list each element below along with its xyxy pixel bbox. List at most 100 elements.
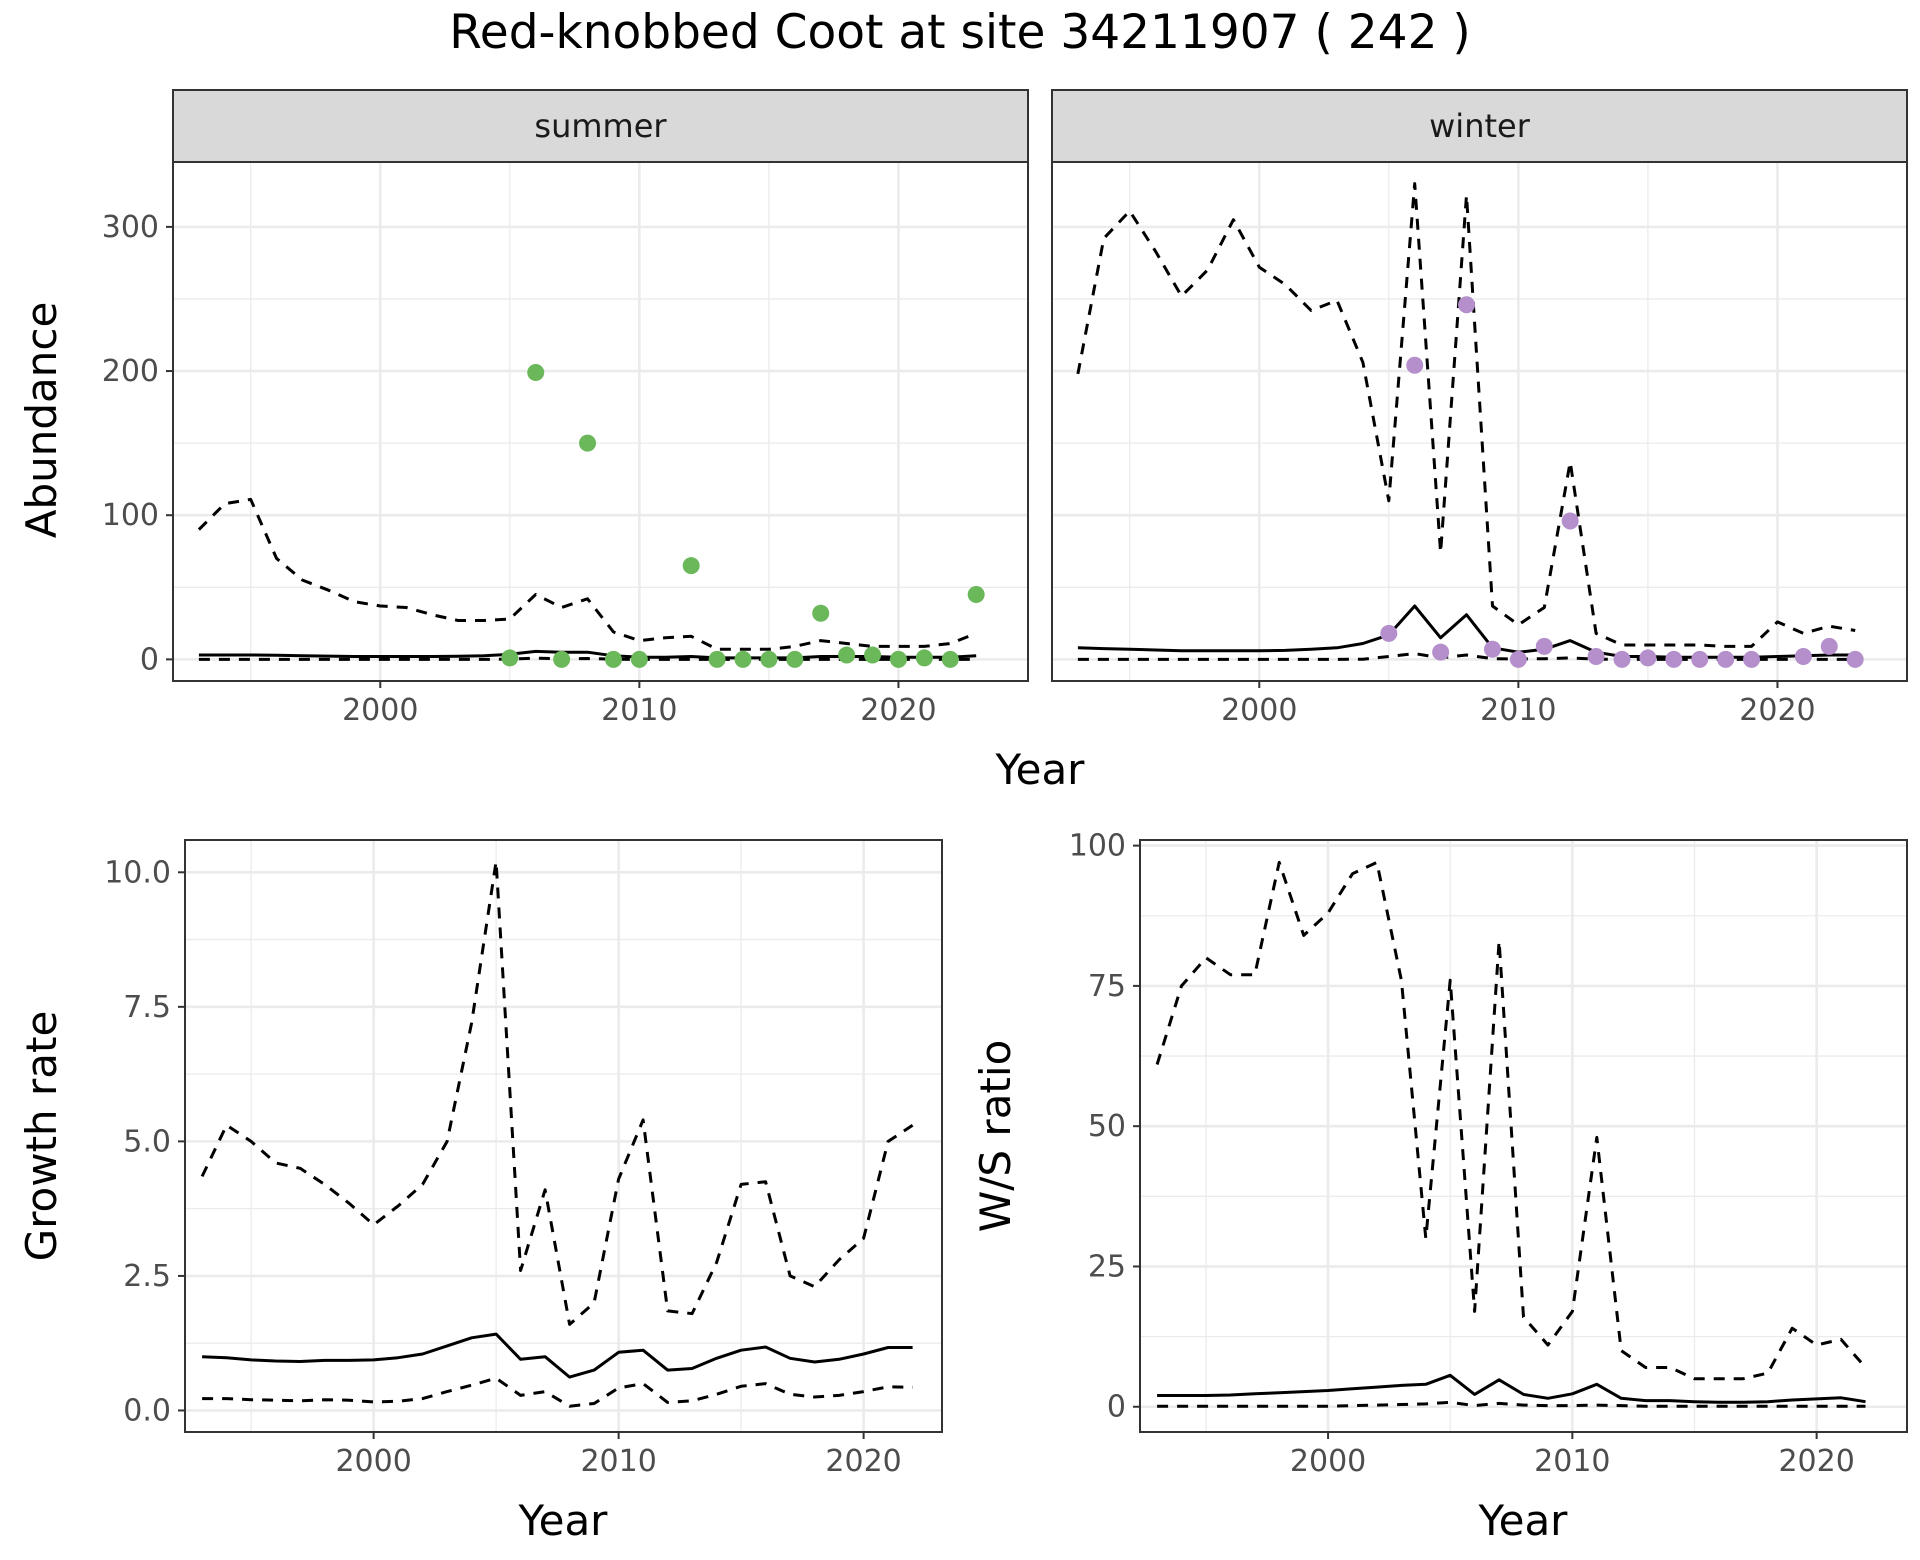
ws-lines: [1155, 860, 1867, 1408]
winter-count-point: [1483, 640, 1501, 658]
summer-count-point: [967, 586, 985, 603]
summer-y-tick-label: 100: [102, 498, 159, 533]
winter-panel-border: [1051, 161, 1908, 682]
winter-count-point: [1613, 650, 1631, 668]
summer-count-point: [915, 649, 933, 667]
ws-x-axis: 2000 2010 2020: [1290, 1432, 1855, 1479]
winter-count-point: [1846, 650, 1864, 668]
summer-y-tick-label: 300: [102, 210, 159, 245]
summer-x-tick-label: 2010: [601, 693, 677, 728]
summer-bound-line-0: [197, 497, 977, 651]
summer-x-axis: 2000 2010 2020: [342, 681, 937, 728]
summer-count-point: [734, 650, 752, 668]
growth-x-axis-title: Year: [518, 1496, 609, 1545]
summer-y-tick-label: 200: [102, 354, 159, 389]
summer-points: [501, 363, 985, 668]
growth-lines: [200, 860, 914, 1408]
ws-y-axis: 0 25 50 75 100: [1069, 829, 1140, 1425]
summer-count-point: [682, 557, 700, 575]
summer-strip-label: summer: [534, 107, 667, 145]
growth-y-axis: 0.0 2.5 5.0 7.5 10.0: [104, 855, 185, 1428]
winter-count-point: [1380, 624, 1398, 642]
ws-x-tick-label: 2010: [1534, 1444, 1610, 1479]
ws-bound-line-2: [1157, 1400, 1866, 1408]
winter-count-point: [1639, 649, 1657, 667]
winter-x-axis: 2000 2010 2020: [1221, 681, 1816, 728]
ws-y-tick-label: 0: [1107, 1390, 1126, 1425]
summer-y-tick-label: 0: [140, 642, 159, 677]
growth-y-tick-label: 10.0: [104, 855, 171, 890]
growth-plot-background: [185, 840, 942, 1432]
growth-x-tick-label: 2010: [580, 1444, 656, 1479]
growth-y-tick-label: 0.0: [123, 1393, 171, 1428]
winter-count-point: [1587, 647, 1605, 665]
summer-panel-border: [172, 161, 1029, 682]
winter-strip: [1051, 89, 1908, 163]
summer-panel: summer 0 100 200 300 2000 2010 2020: [102, 89, 1029, 728]
summer-plot-background: [173, 162, 1028, 681]
winter-points: [1380, 296, 1864, 668]
ws-y-tick-label: 100: [1069, 829, 1126, 864]
summer-strip: [172, 89, 1029, 163]
winter-count-point: [1691, 650, 1709, 668]
summer-x-tick-label: 2000: [342, 693, 418, 728]
winter-gridlines: [1052, 162, 1907, 681]
winter-count-point: [1743, 650, 1761, 668]
winter-count-point: [1432, 643, 1450, 661]
winter-panel: winter 2000 2010 2020: [1051, 89, 1908, 728]
top-y-axis-title: Abundance: [17, 302, 66, 539]
summer-count-point: [579, 434, 597, 452]
chart-title: Red-knobbed Coot at site 34211907 ( 242 …: [449, 5, 1471, 60]
ws-median-line: [1157, 1373, 1866, 1404]
summer-count-point: [527, 363, 545, 381]
summer-count-point: [708, 650, 726, 668]
summer-count-point: [760, 650, 778, 668]
summer-count-point: [630, 650, 648, 668]
top-x-axis-title: Year: [995, 745, 1086, 794]
summer-count-point: [604, 650, 622, 668]
growth-x-tick-label: 2020: [825, 1444, 901, 1479]
winter-x-tick-label: 2010: [1480, 693, 1556, 728]
winter-strip-label: winter: [1429, 107, 1531, 145]
summer-gridlines: [173, 162, 1028, 681]
winter-count-point: [1717, 650, 1735, 668]
winter-x-tick-label: 2020: [1739, 693, 1815, 728]
winter-count-point: [1509, 650, 1527, 668]
ws-plot-background: [1140, 840, 1907, 1432]
growth-x-axis: 2000 2010 2020: [335, 1432, 902, 1479]
summer-count-point: [812, 604, 830, 622]
summer-count-point: [941, 650, 959, 668]
winter-count-point: [1794, 647, 1812, 665]
growth-median-line: [202, 1332, 913, 1379]
ws-panel-border: [1139, 839, 1908, 1433]
ws-y-tick-label: 50: [1088, 1109, 1126, 1144]
summer-count-point: [889, 650, 907, 668]
summer-count-point: [864, 646, 882, 664]
growth-y-tick-label: 5.0: [123, 1124, 171, 1159]
ws-x-tick-label: 2000: [1290, 1444, 1366, 1479]
growth-x-tick-label: 2000: [335, 1444, 411, 1479]
summer-x-tick-label: 2020: [860, 693, 936, 728]
winter-count-point: [1820, 637, 1838, 655]
winter-count-point: [1535, 637, 1553, 655]
winter-count-point: [1406, 356, 1424, 374]
growth-y-axis-title: Growth rate: [17, 1011, 66, 1262]
ws-bound-line-0: [1155, 860, 1867, 1381]
ws-y-tick-label: 25: [1088, 1249, 1126, 1284]
ws-x-axis-title: Year: [1478, 1496, 1569, 1545]
summer-count-point: [553, 650, 571, 668]
ws-x-tick-label: 2020: [1778, 1444, 1854, 1479]
ws-y-tick-label: 75: [1088, 969, 1126, 1004]
summer-count-point: [501, 649, 519, 667]
winter-plot-background: [1052, 162, 1907, 681]
growth-y-tick-label: 7.5: [123, 990, 171, 1025]
ws-y-axis-title: W/S ratio: [971, 1040, 1020, 1233]
growth-panel-border: [184, 839, 943, 1433]
summer-y-axis: 0 100 200 300: [102, 210, 173, 677]
growth-y-tick-label: 2.5: [123, 1259, 171, 1294]
growth-bound-line-2: [202, 1376, 913, 1408]
winter-count-point: [1561, 512, 1579, 530]
winter-x-tick-label: 2000: [1221, 693, 1297, 728]
winter-count-point: [1458, 296, 1476, 314]
